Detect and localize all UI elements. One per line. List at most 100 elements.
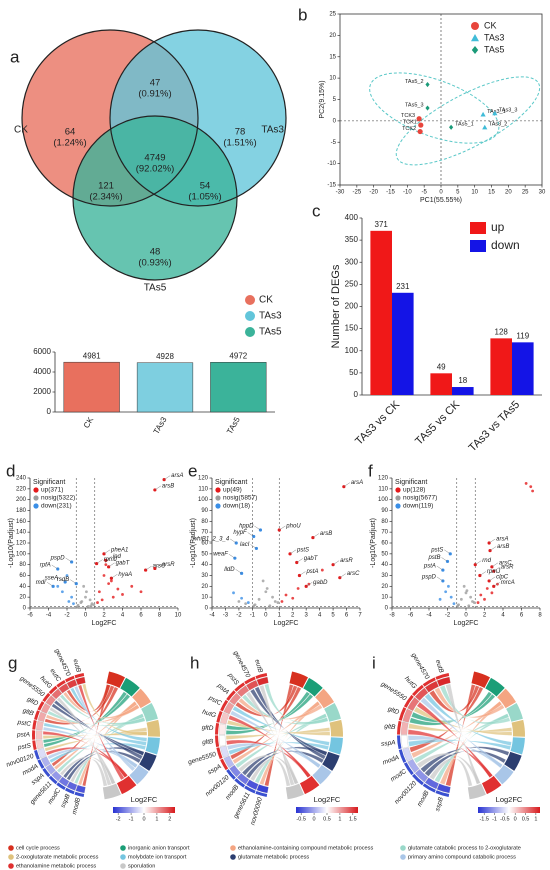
colorbar-tick-label: -1 [492,816,497,822]
annotated-point [51,584,55,588]
legend-swatch [8,854,14,860]
gene-segment [397,735,402,750]
x-tick-label: -10 [403,190,412,196]
x-axis-label: PC1(55.55%) [420,197,462,204]
y-tick-label: -15 [327,183,336,189]
point [276,601,280,604]
gene-label: modC [389,768,408,784]
gene-fc-segment [236,773,250,785]
gene-fc-segment [407,697,420,712]
y-axis-label: -Log10(Padjust) [370,518,377,568]
gene-segment [215,735,220,748]
legend-swatch [395,503,401,509]
y-tick-label: 25 [329,12,336,18]
gene-segment [216,747,223,760]
gene-fc-segment [58,776,70,787]
gene-label: rpmJ [487,569,501,575]
point [246,601,250,604]
colorbar [296,807,358,813]
colorbar-title: Log2FC [131,795,158,804]
gene-label: pstS [296,547,309,553]
gene-label: modB [416,789,431,808]
x-tick-label: -2 [236,613,242,619]
chord-ribbon [230,710,321,768]
point [139,590,143,594]
y-tick-label: 20 [381,584,388,590]
category-arc [324,702,341,722]
annotated-point [492,569,496,573]
gene-fc-segment [220,712,230,725]
chord-ribbon [409,686,484,753]
gene-segment [412,684,424,697]
gene-label: gabT [304,556,319,562]
gene-segment [74,673,85,679]
point [70,595,74,599]
gene-label: mdr [36,580,47,586]
category-arc [299,775,320,795]
annotated-point [233,556,237,560]
legend-label: TAs5 [484,44,504,54]
gene-label: pstC [207,694,223,707]
x-tick-label: 2 [291,613,295,619]
bar [490,338,512,395]
y-tick-label: 0 [47,407,52,416]
x-tick-label: 2 [102,613,106,619]
x-tick-label: 4 [318,613,322,619]
colorbar-tick-label: -0.5 [500,816,509,822]
gene-label: pstA [423,564,436,570]
region-count: 54 [200,181,211,192]
legend-swatch [215,503,221,509]
leader-line [230,538,237,544]
leader-line [105,556,112,561]
set-label: CK [14,125,28,136]
x-tick-label: 15 [488,190,495,196]
x-tick-label: 30 [539,190,546,196]
legend-label: TAs3 [259,311,282,322]
leader-line [250,544,257,549]
annotated-point [331,563,335,567]
chord-ribbon [413,713,509,764]
gene-segment [226,769,236,780]
gene-fc-segment [436,783,451,794]
category-arc [471,671,491,688]
point [438,597,442,601]
annotated-point [109,576,113,580]
gene-segment [37,759,45,769]
y-tick-label: 10 [381,595,388,601]
legend-label: up [491,220,505,234]
leader-line [493,582,500,587]
y-tick-label: 2000 [33,387,51,396]
gene-label: rnd [482,558,491,564]
x-tick-label: -3 [223,613,229,619]
annotated-point [288,552,292,556]
y-tick-label: 60 [201,541,208,547]
point [529,485,533,489]
leader-line [296,558,303,563]
x-tick-label: -2 [64,613,70,619]
legend-swatch [120,863,126,869]
leader-line [299,571,306,576]
gene-segment [435,790,450,797]
bar [370,230,392,395]
x-axis-label: Log2FC [454,620,479,627]
point [265,587,269,590]
y-tick-label: 6000 [33,347,51,356]
annotated-point [240,571,244,575]
chord-ribbon [424,693,512,746]
gene-segment [255,673,268,679]
gene-label: sspA [381,739,396,748]
chord-ribbon [225,727,330,740]
leader-line [228,554,235,559]
legend-label: ethanolamine-containing compound metabol… [238,845,373,851]
gene-fc-segment [66,679,78,689]
point [492,110,498,116]
gene-segment [398,707,407,721]
point [100,598,104,602]
y-tick-label: 10 [329,76,336,82]
bar-value: 119 [516,331,529,340]
point [86,604,90,608]
gene-label: arsR [340,558,353,564]
x-axis-label: Log2FC [92,620,117,627]
bar-value: 371 [375,220,389,229]
